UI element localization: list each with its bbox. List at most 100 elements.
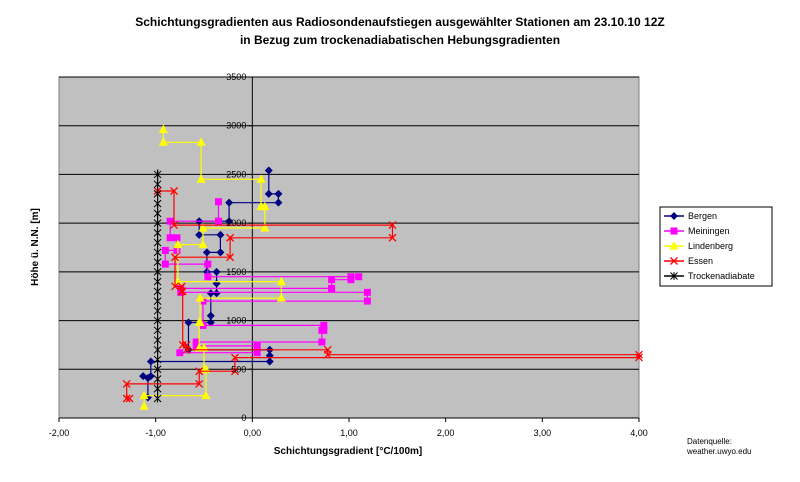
y-tick-label: 3500	[226, 72, 246, 82]
data-point	[166, 234, 174, 242]
data-point	[260, 223, 270, 232]
data-point	[226, 253, 235, 262]
data-point	[635, 350, 643, 359]
data-point	[195, 317, 205, 327]
data-point	[216, 230, 225, 239]
source-url: weather.uwyo.edu	[686, 447, 752, 456]
data-point	[264, 166, 273, 175]
data-point	[216, 248, 225, 257]
data-point	[212, 289, 221, 298]
tick-labels: -2,00 -1,00 0,00 1,00 2,00 3,00 4,00 0 500 1000 15…	[49, 72, 648, 438]
data-point	[177, 284, 185, 292]
data-point	[274, 189, 283, 198]
data-point	[166, 217, 174, 225]
y-axis-label: Höhe ü. N.N. [m]	[30, 208, 41, 286]
data-point	[196, 137, 206, 146]
data-point	[158, 137, 168, 146]
data-point	[198, 223, 208, 232]
data-point	[323, 345, 332, 354]
data-point	[153, 170, 162, 179]
data-point	[153, 219, 162, 228]
series-lindenberg	[139, 124, 286, 410]
x-tick-label: 3,00	[534, 428, 552, 438]
data-point	[153, 277, 162, 286]
legend-item-essen: Essen	[664, 256, 713, 266]
data-point	[276, 276, 286, 286]
y-tick-label: 1000	[226, 316, 246, 326]
data-point	[196, 174, 206, 183]
data-point	[139, 390, 149, 400]
data-point	[256, 201, 266, 211]
data-point	[320, 321, 328, 329]
data-point	[318, 338, 326, 346]
gridlines	[59, 76, 639, 419]
data-point	[201, 390, 211, 400]
legend-label: Lindenberg	[688, 241, 733, 251]
data-point	[195, 230, 204, 239]
data-point	[161, 260, 169, 268]
x-tick-label: 2,00	[437, 428, 455, 438]
data-point	[153, 238, 162, 247]
data-point	[153, 384, 162, 393]
data-point	[230, 353, 239, 362]
data-point	[253, 349, 261, 357]
data-point	[170, 221, 178, 230]
data-point	[125, 394, 134, 403]
y-tick-label: 500	[231, 364, 246, 374]
data-point	[153, 394, 162, 403]
legend-marker	[670, 212, 678, 220]
data-point	[347, 273, 355, 281]
data-point	[276, 293, 286, 302]
data-point	[173, 234, 181, 242]
series-layer	[122, 124, 643, 410]
data-point	[225, 198, 234, 207]
data-point	[212, 267, 221, 276]
data-point	[153, 326, 162, 335]
data-point	[206, 289, 215, 298]
data-point	[171, 253, 179, 262]
legend-label: Essen	[688, 256, 713, 266]
data-point	[153, 287, 162, 296]
data-point	[153, 189, 162, 198]
legend-marker	[669, 241, 679, 250]
x-tick-label: 1,00	[340, 428, 358, 438]
legend-item-bergen: Bergen	[664, 211, 717, 221]
legend-item-meiningen: Meiningen	[664, 226, 730, 236]
data-point	[206, 311, 215, 320]
data-point	[230, 367, 239, 376]
series-essen	[122, 187, 643, 403]
data-point	[153, 209, 162, 218]
legend-marker	[670, 257, 678, 265]
x-tick-label: 4,00	[630, 428, 648, 438]
y-tick-label: 2500	[226, 169, 246, 179]
data-point	[170, 187, 178, 195]
data-point	[328, 276, 336, 284]
x-tick-label: -2,00	[49, 428, 70, 438]
data-point	[363, 297, 371, 305]
data-point	[388, 233, 397, 242]
data-point	[146, 357, 155, 366]
data-point	[202, 248, 211, 257]
plot-area	[58, 76, 640, 419]
y-tick-label: 2000	[226, 218, 246, 228]
data-point	[192, 338, 200, 346]
data-point	[225, 217, 234, 226]
series-trockenadiabate	[153, 169, 162, 403]
data-point	[146, 372, 155, 381]
data-point	[153, 306, 162, 315]
legend-item-trockenadiabate: Trockenadiabate	[664, 271, 755, 281]
legend-label: Bergen	[688, 211, 717, 221]
data-point	[153, 267, 162, 276]
series-line-essen	[126, 190, 640, 400]
x-tick-label: 0,00	[244, 428, 262, 438]
data-point	[153, 297, 162, 306]
chart-subtitle: in Bezug zum trockenadiabatischen Hebung…	[240, 33, 560, 47]
data-point	[328, 284, 336, 292]
data-point	[153, 365, 162, 374]
data-point	[139, 372, 148, 381]
y-tick-label: 0	[241, 413, 246, 423]
data-point	[173, 276, 183, 286]
data-point	[158, 124, 168, 134]
data-point	[195, 379, 204, 388]
